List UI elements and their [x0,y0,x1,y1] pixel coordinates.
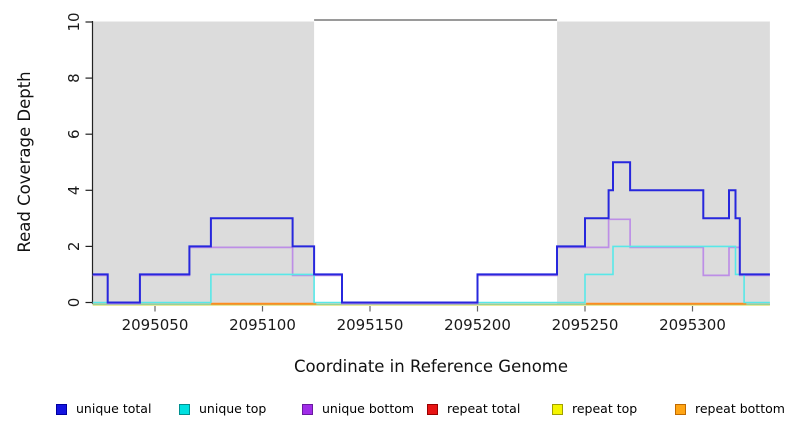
unique-region-shade-left [92,21,315,304]
y-tick-label: 4 [65,186,83,196]
series-lines-group [92,161,770,306]
unique-region-shade-right [557,21,770,304]
y-tick-label: 8 [65,73,83,83]
unique-top-swatch-icon [179,403,190,415]
unique-total-line [92,161,770,304]
legend-label: repeat bottom [695,400,785,416]
x-tick-label: 2095150 [337,316,404,334]
x-tick-label: 2095200 [444,316,511,334]
x-axis-title: Coordinate in Reference Genome [294,357,568,376]
x-tick-label: 2095100 [229,316,296,334]
x-tick-label: 2095300 [659,316,726,334]
repeat-total-swatch-icon [427,403,438,415]
legend-label: repeat top [572,400,638,416]
legend-label: unique total [76,400,152,416]
repeat-bottom-swatch-icon [675,403,686,415]
y-tick-label: 0 [65,298,83,308]
legend-item-unique-total: unique total [56,398,151,420]
axes-group: 0 2 4 6 8 10 2095050 2095100 2095150 2095200 20952… [65,12,726,334]
y-tick-label: 10 [65,12,83,31]
unique-region-shading [92,21,770,304]
legend-label: repeat total [447,400,521,416]
legend: unique total unique top unique bottom re… [0,398,792,424]
legend-item-repeat-top: repeat top [552,398,637,420]
legend-label: unique top [199,400,267,416]
legend-item-repeat-bottom: repeat bottom [675,398,785,420]
y-tick-label: 2 [65,242,83,252]
unique-bottom-swatch-icon [302,403,313,415]
repeat-top-swatch-icon [552,403,563,415]
legend-item-unique-top: unique top [179,398,266,420]
legend-label: unique bottom [322,400,415,416]
legend-item-repeat-total: repeat total [427,398,520,420]
y-axis-title: Read Coverage Depth [15,71,34,252]
x-tick-label: 2095050 [122,316,189,334]
unique-total-swatch-icon [56,403,67,415]
y-tick-label: 6 [65,129,83,139]
x-tick-label: 2095250 [552,316,619,334]
legend-item-unique-bottom: unique bottom [302,398,414,420]
